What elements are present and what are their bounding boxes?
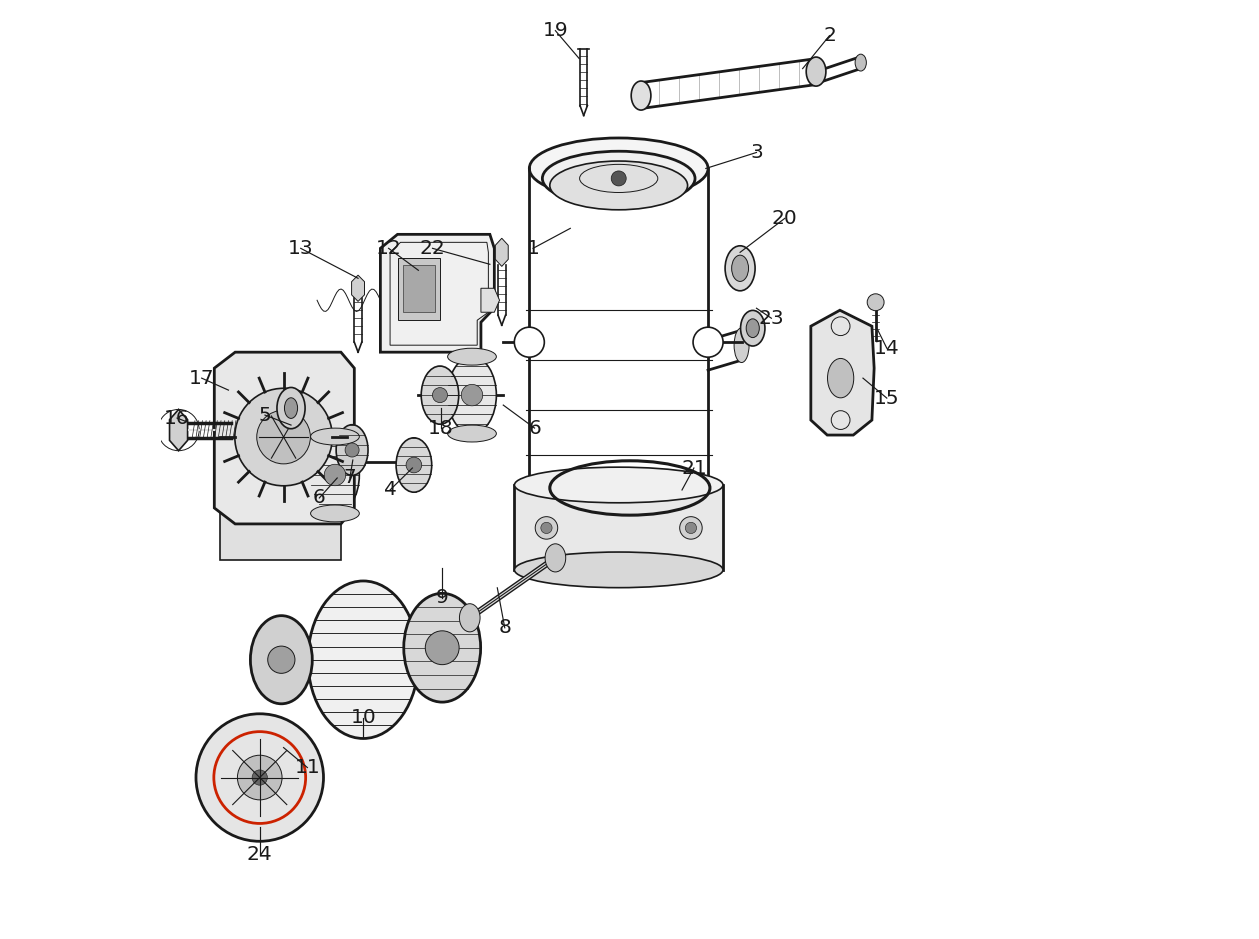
Circle shape bbox=[611, 171, 626, 186]
Circle shape bbox=[252, 770, 267, 785]
Ellipse shape bbox=[448, 348, 496, 365]
Circle shape bbox=[345, 443, 359, 457]
Circle shape bbox=[268, 646, 295, 673]
Text: 7: 7 bbox=[344, 469, 356, 487]
Circle shape bbox=[235, 389, 332, 485]
Ellipse shape bbox=[827, 359, 854, 398]
Ellipse shape bbox=[855, 54, 866, 71]
Ellipse shape bbox=[731, 255, 749, 282]
Text: 4: 4 bbox=[384, 481, 397, 500]
Text: 20: 20 bbox=[772, 208, 798, 228]
Ellipse shape bbox=[311, 505, 359, 522]
Ellipse shape bbox=[311, 437, 359, 514]
Text: 22: 22 bbox=[419, 239, 446, 258]
Ellipse shape bbox=[311, 428, 359, 445]
Text: 24: 24 bbox=[247, 845, 273, 864]
Circle shape bbox=[432, 388, 447, 403]
Polygon shape bbox=[811, 310, 874, 435]
Ellipse shape bbox=[251, 616, 312, 704]
Text: 13: 13 bbox=[288, 239, 313, 258]
Text: 14: 14 bbox=[874, 339, 900, 358]
Text: 11: 11 bbox=[295, 758, 320, 777]
Circle shape bbox=[257, 410, 311, 464]
Ellipse shape bbox=[422, 366, 458, 424]
Ellipse shape bbox=[725, 246, 755, 291]
Circle shape bbox=[535, 516, 558, 539]
Ellipse shape bbox=[867, 294, 884, 311]
Ellipse shape bbox=[747, 319, 759, 338]
Polygon shape bbox=[481, 288, 500, 313]
Circle shape bbox=[680, 516, 703, 539]
Ellipse shape bbox=[336, 424, 368, 475]
Ellipse shape bbox=[448, 357, 496, 434]
Text: 19: 19 bbox=[543, 22, 568, 40]
Text: 8: 8 bbox=[499, 618, 511, 638]
Circle shape bbox=[426, 631, 460, 665]
Text: 1: 1 bbox=[526, 239, 540, 258]
Polygon shape bbox=[495, 239, 509, 267]
Text: 2: 2 bbox=[823, 26, 836, 45]
Text: 23: 23 bbox=[759, 309, 784, 328]
Circle shape bbox=[461, 384, 482, 406]
Text: 18: 18 bbox=[428, 419, 453, 438]
Polygon shape bbox=[170, 409, 188, 451]
Ellipse shape bbox=[550, 162, 687, 209]
Ellipse shape bbox=[806, 57, 826, 86]
Circle shape bbox=[196, 714, 324, 841]
Text: 10: 10 bbox=[350, 708, 376, 727]
Text: 21: 21 bbox=[681, 458, 706, 478]
Ellipse shape bbox=[277, 388, 305, 429]
Text: 5: 5 bbox=[258, 406, 272, 424]
Ellipse shape bbox=[734, 328, 749, 362]
Polygon shape bbox=[398, 258, 439, 320]
Polygon shape bbox=[214, 352, 354, 524]
Text: 3: 3 bbox=[750, 143, 763, 162]
Circle shape bbox=[515, 327, 544, 357]
Text: 6: 6 bbox=[313, 488, 326, 507]
Text: 6: 6 bbox=[529, 419, 541, 438]
Ellipse shape bbox=[740, 311, 765, 346]
Ellipse shape bbox=[515, 468, 723, 502]
Ellipse shape bbox=[515, 552, 723, 588]
Polygon shape bbox=[380, 235, 495, 352]
Circle shape bbox=[238, 755, 282, 800]
Ellipse shape bbox=[308, 581, 418, 738]
Ellipse shape bbox=[460, 604, 480, 632]
Text: 12: 12 bbox=[375, 239, 402, 258]
Ellipse shape bbox=[543, 151, 695, 206]
Circle shape bbox=[692, 327, 723, 357]
Polygon shape bbox=[220, 508, 341, 560]
Text: 15: 15 bbox=[874, 389, 900, 408]
Polygon shape bbox=[351, 275, 365, 301]
Text: 9: 9 bbox=[436, 589, 448, 608]
Polygon shape bbox=[403, 266, 434, 313]
Ellipse shape bbox=[545, 544, 565, 572]
Circle shape bbox=[325, 464, 346, 485]
Circle shape bbox=[541, 522, 553, 533]
Text: 17: 17 bbox=[189, 369, 214, 388]
Ellipse shape bbox=[529, 138, 708, 199]
Ellipse shape bbox=[397, 438, 432, 492]
Polygon shape bbox=[515, 485, 723, 570]
Ellipse shape bbox=[404, 593, 481, 702]
Circle shape bbox=[685, 522, 696, 533]
Ellipse shape bbox=[285, 398, 297, 419]
Ellipse shape bbox=[631, 81, 651, 110]
Ellipse shape bbox=[448, 425, 496, 442]
Circle shape bbox=[407, 457, 422, 473]
Text: 16: 16 bbox=[164, 408, 190, 427]
